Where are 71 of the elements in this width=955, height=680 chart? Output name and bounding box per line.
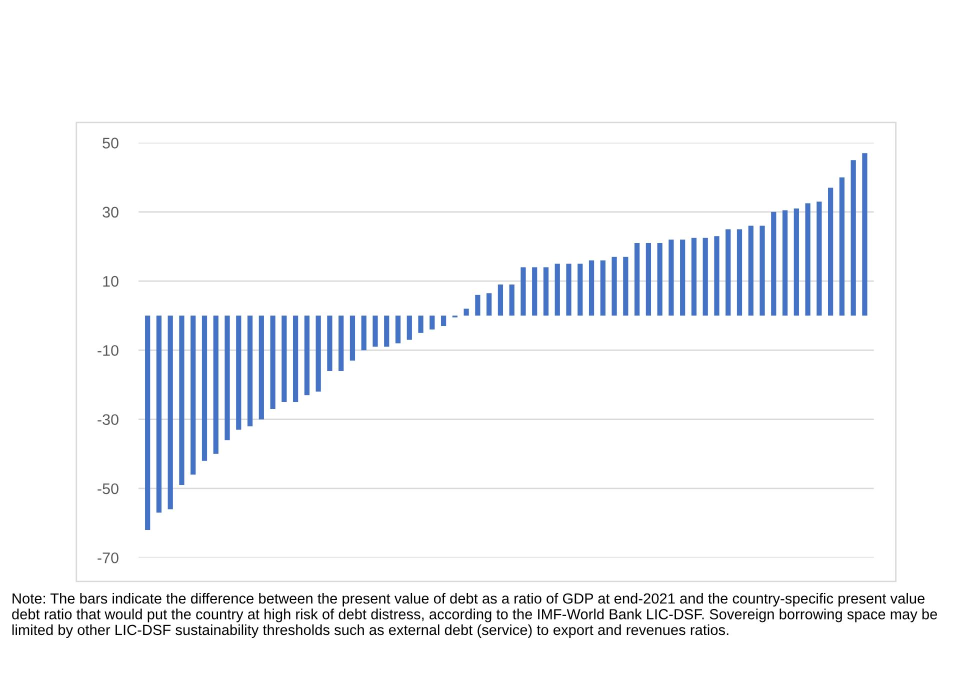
bar bbox=[361, 316, 366, 350]
bar bbox=[668, 240, 674, 316]
bar bbox=[543, 267, 549, 316]
bar bbox=[680, 240, 686, 316]
bar bbox=[418, 316, 424, 333]
bar bbox=[316, 316, 321, 392]
bar bbox=[794, 208, 799, 316]
bar bbox=[236, 316, 242, 430]
bar bbox=[293, 316, 298, 402]
bar bbox=[338, 316, 344, 371]
bar bbox=[691, 238, 697, 316]
bar bbox=[395, 316, 401, 344]
bar bbox=[304, 316, 310, 396]
bar bbox=[498, 284, 504, 316]
bar bbox=[190, 316, 196, 475]
y-tick-label: 10 bbox=[103, 276, 118, 287]
y-tick-label: -50 bbox=[98, 483, 118, 494]
bar bbox=[258, 316, 264, 420]
y-tick-label: -10 bbox=[98, 345, 118, 356]
bar bbox=[202, 316, 208, 461]
bar bbox=[612, 256, 617, 316]
bar bbox=[816, 202, 822, 316]
bar bbox=[623, 256, 628, 316]
bar bbox=[862, 153, 868, 316]
bar bbox=[224, 316, 230, 440]
bar bbox=[430, 316, 435, 330]
bar bbox=[850, 160, 856, 316]
bar bbox=[213, 316, 218, 454]
bar bbox=[179, 316, 184, 486]
bar bbox=[156, 316, 162, 513]
bar bbox=[554, 264, 560, 316]
y-tick-label: 50 bbox=[102, 138, 118, 148]
bar bbox=[714, 236, 720, 316]
y-tick-label: -30 bbox=[98, 414, 118, 426]
bar bbox=[464, 308, 469, 316]
bar bbox=[532, 267, 538, 316]
bar bbox=[736, 229, 742, 316]
bar bbox=[646, 243, 651, 316]
bar bbox=[634, 243, 640, 316]
bar bbox=[520, 267, 526, 316]
bar bbox=[270, 316, 276, 409]
bar bbox=[566, 264, 572, 316]
bar bbox=[771, 212, 776, 316]
bar bbox=[600, 260, 606, 316]
bar bbox=[168, 316, 173, 510]
bar bbox=[327, 316, 332, 371]
bar bbox=[657, 243, 662, 316]
bar bbox=[350, 316, 356, 361]
bar bbox=[748, 226, 754, 316]
bar bbox=[145, 316, 150, 530]
bar bbox=[726, 229, 731, 316]
bar bbox=[247, 316, 253, 426]
bar bbox=[760, 226, 765, 316]
bar bbox=[282, 316, 287, 402]
bar bbox=[486, 293, 492, 316]
y-tick-label: 30 bbox=[102, 206, 118, 218]
bar bbox=[475, 294, 480, 316]
bar bbox=[805, 203, 810, 316]
bar bbox=[702, 238, 708, 316]
bar bbox=[372, 316, 378, 347]
bar bbox=[839, 177, 845, 316]
bar bbox=[384, 316, 390, 347]
bar bbox=[578, 264, 583, 316]
bar bbox=[509, 284, 514, 316]
bar bbox=[782, 210, 788, 316]
bar bbox=[588, 260, 594, 316]
y-tick-label: -70 bbox=[98, 552, 118, 564]
bar bbox=[440, 316, 446, 326]
bar bbox=[828, 188, 834, 316]
bar bbox=[406, 316, 412, 340]
text: Note: The bars indicate the difference between the present value of debt as a ratio of GDP at end-2021 and the country-specific present value debt ratio that would put the country at high risk of debt distress, according to the IMF-World Bank LIC-DSF. Sovereign borrowing space may be limited by other LIC-DSF sustainability thresholds such as external debt (service) to export and revenues ratios. bbox=[12, 592, 938, 638]
